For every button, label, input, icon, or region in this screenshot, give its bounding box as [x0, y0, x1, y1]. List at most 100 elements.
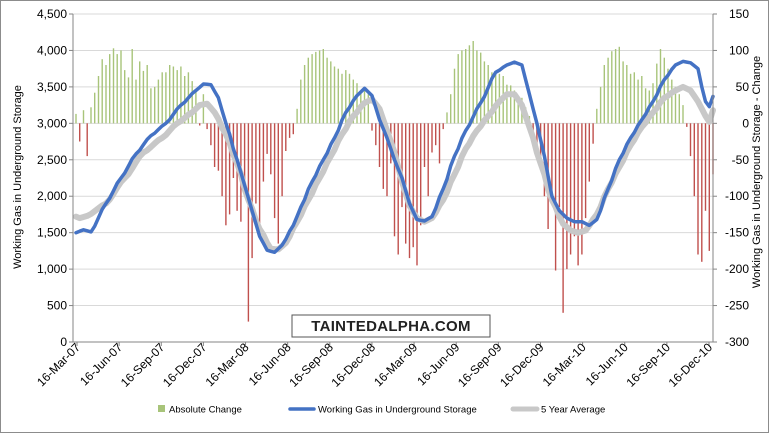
tick-label-right: 100: [729, 43, 749, 57]
tick-label-right: -50: [732, 153, 750, 167]
change-bar: [105, 65, 107, 124]
change-bar: [581, 123, 583, 255]
change-bar: [172, 66, 175, 124]
change-bar: [300, 79, 302, 124]
change-bar: [487, 65, 489, 124]
tick-label-right: -100: [725, 189, 749, 203]
change-bar: [517, 95, 519, 124]
tick-label-left: 1,500: [37, 226, 67, 240]
change-bar: [506, 84, 508, 124]
change-bar: [154, 86, 156, 124]
change-bar: [378, 123, 381, 167]
change-bar: [461, 50, 463, 124]
storage-line: [74, 59, 715, 255]
change-bar: [641, 76, 643, 124]
tick-label-left: 2,500: [37, 153, 67, 167]
tick-label-x: 16-Dec-07: [160, 340, 210, 390]
change-bar: [206, 123, 208, 130]
change-bar: [701, 123, 703, 262]
change-bar: [626, 65, 628, 124]
change-bar: [603, 65, 605, 124]
change-bar: [90, 107, 92, 124]
tick-label-x: 16-Mar-09: [371, 340, 420, 389]
change-bar: [551, 123, 553, 200]
tick-label-left: 4,500: [37, 7, 67, 21]
change-bar: [618, 46, 620, 124]
change-bar: [693, 123, 695, 197]
change-bar: [161, 72, 163, 124]
tick-label-left: 3,000: [37, 116, 67, 130]
legend-item: Absolute Change: [158, 405, 242, 416]
change-bar: [686, 123, 688, 127]
change-bar: [243, 123, 246, 186]
change-bar: [532, 123, 534, 131]
change-bar: [213, 123, 216, 167]
change-bar: [629, 73, 632, 124]
change-bar: [311, 54, 313, 124]
tick-label-right: 150: [729, 7, 749, 21]
change-bar: [427, 123, 429, 197]
change-bar: [225, 123, 227, 226]
change-bar: [165, 72, 167, 124]
change-bar: [199, 123, 201, 126]
change-bar: [622, 61, 624, 124]
change-bar: [588, 123, 590, 182]
tick-label-left: 2,000: [37, 189, 67, 203]
change-bar: [281, 123, 283, 197]
change-bar: [596, 108, 598, 124]
change-bar: [210, 123, 212, 146]
tick-label-left: 3,500: [37, 80, 67, 94]
gridlines: [73, 13, 713, 343]
change-bar: [315, 51, 317, 124]
change-bar: [330, 61, 332, 124]
change-bar: [689, 123, 692, 157]
change-bar: [169, 65, 171, 124]
change-bar: [202, 94, 205, 124]
change-bar: [558, 123, 561, 208]
change-bar: [577, 123, 579, 266]
change-bar: [375, 123, 377, 146]
y-axis-label-right: Working Gas in Underground Storage - Cha…: [751, 56, 763, 288]
tick-label-x: 16-Sep-09: [455, 340, 505, 390]
change-bar: [127, 77, 130, 124]
change-bar: [217, 123, 220, 171]
change-bar: [146, 65, 148, 124]
legend-swatch: [158, 405, 165, 412]
tick-label-x: 16-Mar-08: [203, 340, 252, 389]
change-bar: [303, 65, 306, 124]
change-bar: [356, 83, 358, 124]
legend-label: 5 Year Average: [541, 405, 605, 416]
watermark-text: TAINTEDALPHA.COM: [311, 318, 471, 335]
tick-label-left: 4,000: [37, 43, 67, 57]
change-bars: [75, 41, 714, 322]
change-bar: [367, 94, 369, 124]
series-lines: [73, 59, 716, 255]
change-bar: [326, 57, 328, 124]
change-bar: [94, 92, 96, 124]
legend-item: Working Gas in Underground Storage: [288, 405, 477, 416]
y-axis-label-left: Working Gas in Underground Storage: [12, 85, 24, 269]
change-bar: [176, 70, 178, 124]
change-bar: [671, 79, 673, 124]
tick-label-x: 16-Sep-07: [118, 340, 168, 390]
change-bar: [79, 123, 81, 142]
change-bar: [101, 59, 103, 124]
change-bar: [513, 90, 516, 124]
tick-label-right: -150: [725, 226, 749, 240]
change-bar: [476, 50, 478, 124]
change-bar: [536, 123, 538, 146]
change-bar: [228, 123, 231, 215]
change-bar: [247, 123, 250, 322]
tick-label-x: 16-Sep-08: [286, 340, 336, 390]
change-bar: [401, 123, 403, 208]
change-bar: [674, 86, 677, 124]
change-bar: [682, 105, 684, 124]
change-bar: [288, 123, 291, 138]
change-bar: [116, 54, 118, 124]
change-bar: [142, 70, 145, 124]
change-bar: [348, 73, 351, 124]
change-bar: [82, 110, 85, 124]
change-bar: [495, 74, 497, 124]
change-bar: [592, 123, 594, 144]
